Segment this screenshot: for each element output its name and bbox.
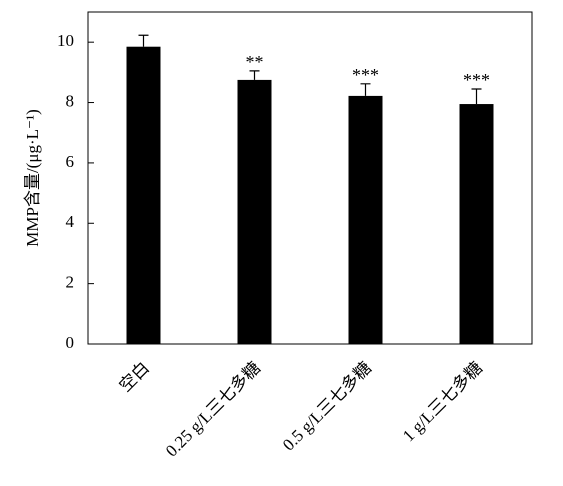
y-tick-label: 10	[57, 31, 74, 50]
x-tick-label: 1 g/L三七多糖	[399, 358, 486, 445]
error-bar	[360, 83, 371, 96]
error-bar	[471, 88, 482, 105]
y-tick-label: 8	[66, 91, 75, 110]
y-tick-label: 6	[66, 152, 75, 171]
x-tick-label: 0.25 g/L三七多糖	[162, 358, 264, 460]
significance-label: ***	[352, 65, 379, 85]
x-tick-label: 空白	[116, 358, 153, 395]
significance-label: **	[246, 52, 264, 72]
x-tick-label: 0.5 g/L三七多糖	[279, 358, 375, 454]
y-tick-label: 0	[66, 333, 75, 352]
y-tick-label: 2	[66, 273, 75, 292]
y-axis-label: MMP含量/(μg·L⁻¹)	[23, 109, 42, 246]
bar	[459, 104, 494, 345]
error-bar	[249, 70, 260, 80]
bar	[126, 46, 161, 344]
error-bar	[138, 34, 149, 47]
y-tick-label: 4	[66, 212, 75, 231]
plot-frame	[87, 11, 533, 345]
significance-label: ***	[463, 70, 490, 90]
bar	[237, 79, 272, 344]
bar	[348, 95, 383, 344]
